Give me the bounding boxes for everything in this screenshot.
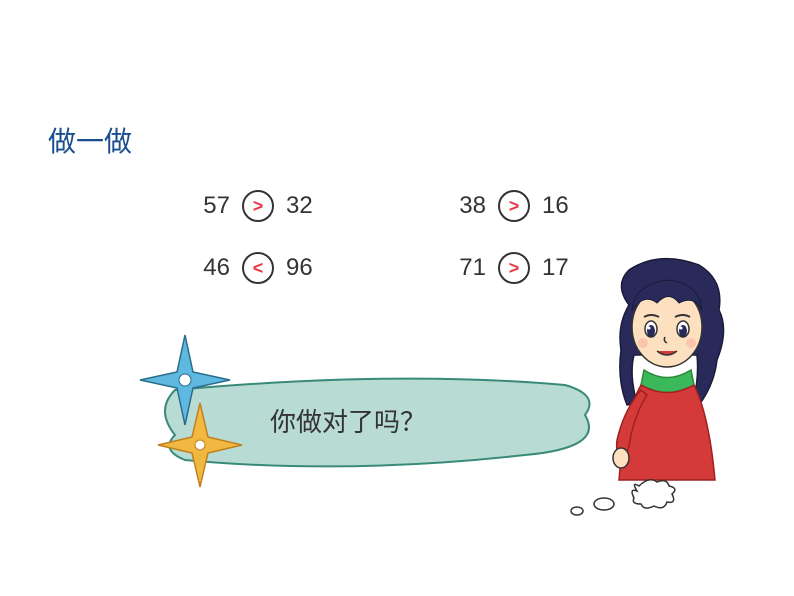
problem-4: 71 > 17: [451, 252, 577, 284]
problem-3: 46 < 96: [195, 252, 321, 284]
operator-circle: <: [242, 252, 274, 284]
problem-left: 38: [451, 192, 486, 220]
operator-circle: >: [242, 190, 274, 222]
star-decoration-yellow: [155, 400, 245, 495]
page-title: 做一做: [48, 120, 132, 160]
problem-left: 46: [195, 254, 230, 282]
operator-circle: >: [498, 190, 530, 222]
problem-1: 57 > 32: [195, 190, 321, 222]
problem-right: 17: [542, 254, 577, 282]
problem-row-2: 46 < 96 71 > 17: [195, 252, 577, 284]
problem-2: 38 > 16: [451, 190, 577, 222]
thought-bubbles: [559, 476, 699, 531]
problem-left: 71: [451, 254, 486, 282]
problem-right: 96: [286, 254, 321, 282]
operator-circle: >: [498, 252, 530, 284]
problem-left: 57: [195, 192, 230, 220]
girl-illustration: [599, 255, 739, 490]
problem-right: 32: [286, 192, 321, 220]
problem-row-1: 57 > 32 38 > 16: [195, 190, 577, 222]
problem-right: 16: [542, 192, 577, 220]
problems-container: 57 > 32 38 > 16 46 < 96 71 > 17: [195, 190, 577, 314]
banner-text: 你做对了吗？: [270, 402, 426, 439]
